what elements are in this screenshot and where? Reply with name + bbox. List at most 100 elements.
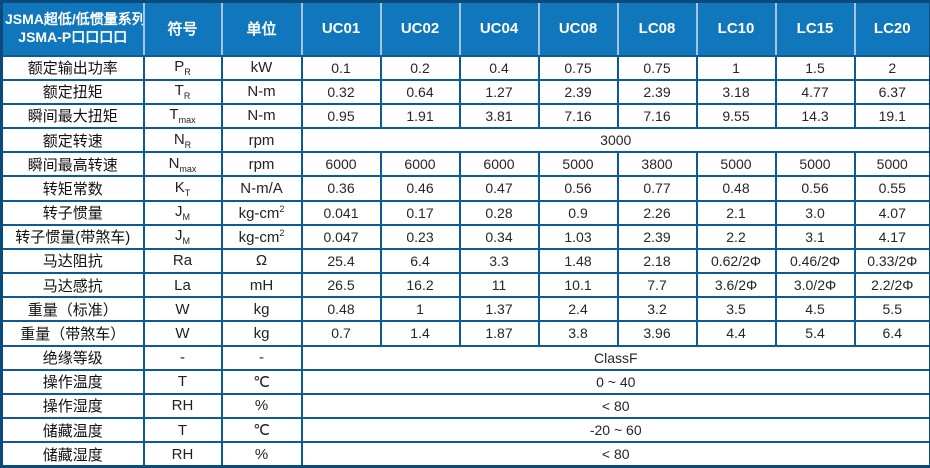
- row-label: 马达感抗: [0, 272, 145, 299]
- symbol-cell: Ra: [142, 247, 223, 275]
- unit-cell: ℃: [220, 417, 303, 444]
- symbol-cell: La: [142, 272, 223, 299]
- symbol-text: RH: [171, 397, 194, 415]
- symbol-cell: JM: [142, 199, 223, 226]
- unit-cell: ℃: [220, 368, 303, 395]
- symbol-text: J: [175, 203, 183, 221]
- value-cell: 7.16: [537, 102, 619, 130]
- value-cell: 0.64: [379, 78, 461, 105]
- value-cell: 0.4: [458, 54, 540, 81]
- symbol-text: T: [169, 106, 179, 124]
- unit-cell: %: [220, 392, 303, 420]
- row-label: 操作温度: [0, 368, 145, 395]
- value-cell: 25.4: [300, 247, 382, 275]
- value-cell: 2.2/2Φ: [853, 272, 930, 299]
- table-row: 操作湿度 RH% < 80: [0, 392, 930, 420]
- unit-text: ℃: [253, 373, 270, 391]
- span-value-cell: 0 ~ 40: [300, 368, 930, 395]
- value-cell: 0.23: [379, 223, 461, 250]
- value-cell: 0.56: [537, 175, 619, 202]
- series-title-cell: JSMA超低/低惯量系列 JSMA-P口口口口: [0, 0, 145, 57]
- value-cell: 3.8: [537, 320, 619, 347]
- value-cell: 0.2: [379, 54, 461, 81]
- value-cell: 3800: [616, 151, 698, 178]
- row-label: 瞬间最大扭矩: [0, 102, 145, 130]
- span-value-cell: -20 ~ 60: [300, 417, 930, 444]
- value-cell: 0.7: [300, 320, 382, 347]
- unit-text: mH: [249, 276, 274, 294]
- value-cell: 1.27: [458, 78, 540, 105]
- unit-text: N-m: [247, 107, 276, 125]
- value-cell: 6000: [379, 151, 461, 178]
- symbol-cell: NR: [142, 127, 223, 154]
- unit-cell: mH: [220, 272, 303, 299]
- model-column-header: LC10: [695, 0, 777, 57]
- value-cell: 0.55: [853, 175, 930, 202]
- value-cell: 2.26: [616, 199, 698, 226]
- unit-superscript: 2: [279, 227, 285, 238]
- value-cell: 6000: [458, 151, 540, 178]
- table-row: 储藏湿度 RH% < 80: [0, 441, 930, 468]
- unit-cell: kg-cm2: [220, 199, 303, 226]
- value-cell: 0.1: [300, 54, 382, 81]
- value-cell: 4.4: [695, 320, 777, 347]
- value-cell: 3.1: [774, 223, 856, 250]
- table-row: 转子惯量(带煞车) JM kg-cm2 0.047 0.23 0.34 1.03 2.39 2.…: [0, 223, 930, 250]
- row-label: 储藏湿度: [0, 441, 145, 468]
- value-cell: 3.3: [458, 247, 540, 275]
- symbol-cell: Nmax: [142, 151, 223, 178]
- value-cell: 0.62/2Φ: [695, 247, 777, 275]
- symbol-text: K: [174, 178, 185, 196]
- symbol-text: J: [175, 227, 183, 245]
- value-cell: 3.0/2Φ: [774, 272, 856, 299]
- value-cell: 3.0: [774, 199, 856, 226]
- symbol-cell: W: [142, 320, 223, 347]
- unit-cell: N-m/A: [220, 175, 303, 202]
- unit-text: kg-cm: [238, 228, 280, 246]
- symbol-cell: PR: [142, 54, 223, 81]
- row-label: 转矩常数: [0, 175, 145, 202]
- value-cell: 0.95: [300, 102, 382, 130]
- value-cell: 6.4: [379, 247, 461, 275]
- value-cell: 2.39: [616, 78, 698, 105]
- unit-cell: rpm: [220, 151, 303, 178]
- unit-superscript: 2: [279, 203, 285, 214]
- table-row: 瞬间最大扭矩 Tmax N-m 0.95 1.91 3.81 7.16 7.16 9.55 14.…: [0, 102, 930, 130]
- value-cell: 1.48: [537, 247, 619, 275]
- table-row: 马达阻抗 Ra Ω 25.4 6.4 3.3 1.48 2.18 0.62/2Φ 0.46/2Φ 0…: [0, 247, 930, 275]
- table-row: 转矩常数 KT N-m/A 0.36 0.46 0.47 0.56 0.77 0.48 0.56 0…: [0, 175, 930, 202]
- unit-text: -: [259, 349, 264, 367]
- value-cell: 3.81: [458, 102, 540, 130]
- row-label: 绝缘等级: [0, 344, 145, 371]
- symbol-cell: KT: [142, 175, 223, 202]
- symbol-text: W: [175, 324, 190, 342]
- model-column-header: LC20: [853, 0, 930, 57]
- value-cell: 5000: [774, 151, 856, 178]
- model-column-header: LC15: [774, 0, 856, 57]
- symbol-cell: RH: [142, 392, 223, 420]
- symbol-subscript: max: [179, 163, 197, 174]
- value-cell: 4.17: [853, 223, 930, 250]
- value-cell: 2.18: [616, 247, 698, 275]
- symbol-cell: Tmax: [142, 102, 223, 130]
- value-cell: 4.5: [774, 296, 856, 323]
- unit-text: N-m/A: [240, 179, 283, 197]
- value-cell: 1: [695, 54, 777, 81]
- unit-text: %: [254, 397, 269, 415]
- unit-text: kg-cm: [238, 204, 280, 222]
- model-column-header: LC08: [616, 0, 698, 57]
- unit-cell: -: [220, 344, 303, 371]
- row-label: 额定输出功率: [0, 54, 145, 81]
- unit-cell: %: [220, 441, 303, 468]
- value-cell: 2.4: [537, 296, 619, 323]
- value-cell: 0.28: [458, 199, 540, 226]
- value-cell: 0.75: [616, 54, 698, 81]
- table-row: 绝缘等级 - - ClassF: [0, 344, 930, 371]
- value-cell: 16.2: [379, 272, 461, 299]
- symbol-subscript: T: [184, 187, 191, 198]
- symbol-text: N: [168, 154, 180, 172]
- value-cell: 0.56: [774, 175, 856, 202]
- series-title-line2: JSMA-P口口口口: [18, 28, 128, 45]
